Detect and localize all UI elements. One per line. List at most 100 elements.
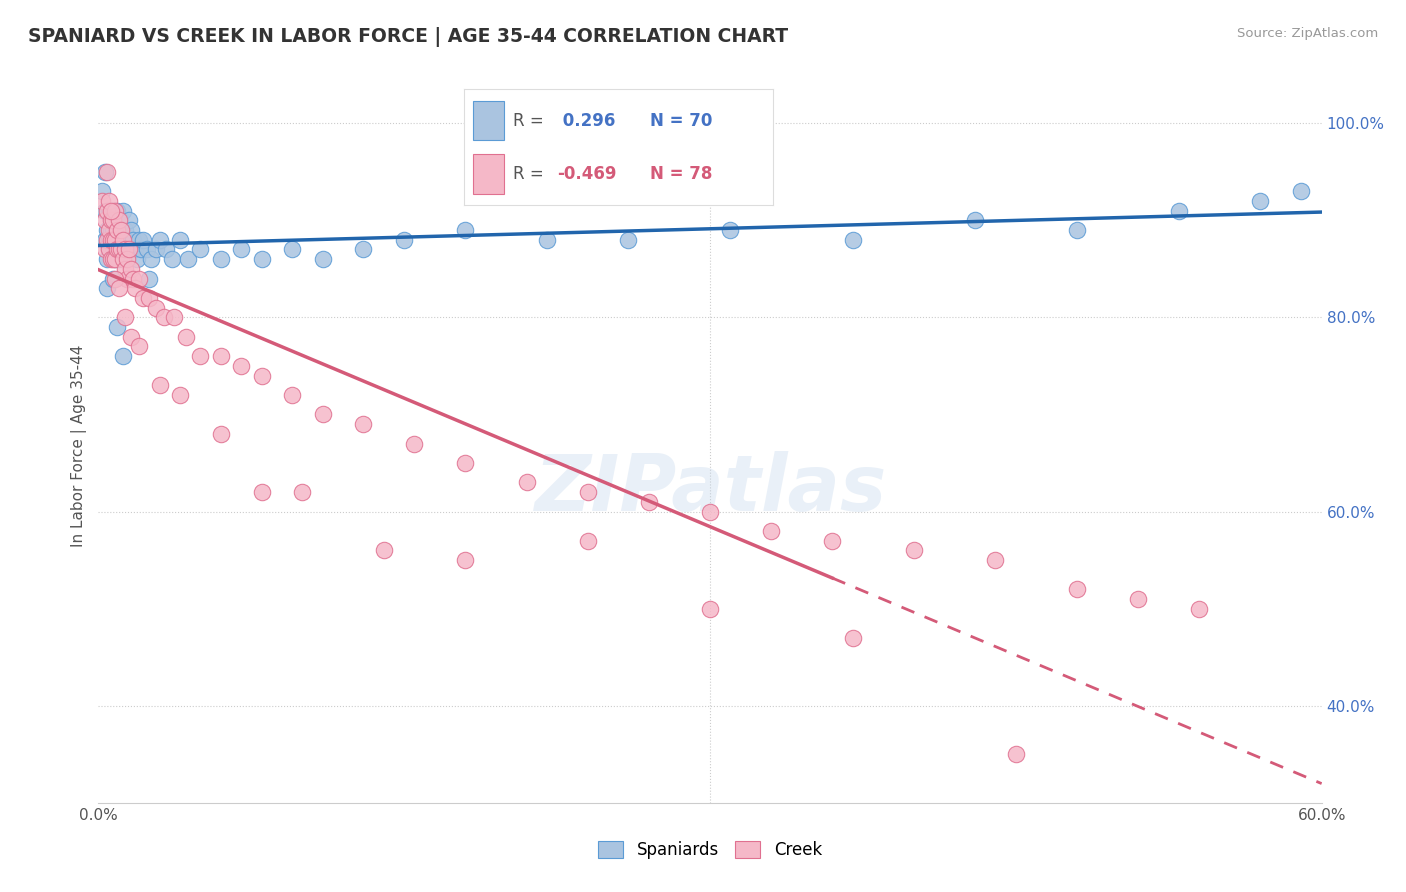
Point <box>169 233 191 247</box>
Point <box>454 553 477 567</box>
Point <box>101 213 124 227</box>
Point <box>100 223 122 237</box>
Point <box>373 543 395 558</box>
Point <box>281 243 304 257</box>
Text: ZIPatlas: ZIPatlas <box>534 450 886 527</box>
Point <box>132 291 155 305</box>
Text: SPANIARD VS CREEK IN LABOR FORCE | AGE 35-44 CORRELATION CHART: SPANIARD VS CREEK IN LABOR FORCE | AGE 3… <box>28 27 789 46</box>
Point <box>841 233 863 247</box>
Point <box>105 243 128 257</box>
Point <box>761 524 783 538</box>
Point <box>96 223 118 237</box>
Point <box>110 243 132 257</box>
Point <box>129 243 152 257</box>
Point <box>138 291 160 305</box>
Point <box>105 223 128 237</box>
Point <box>617 233 640 247</box>
Point <box>111 233 134 247</box>
Point <box>984 553 1007 567</box>
Point <box>101 223 124 237</box>
Point <box>100 213 122 227</box>
Point <box>188 243 212 257</box>
Point <box>1004 747 1026 762</box>
Point <box>101 243 124 257</box>
Point <box>108 213 131 227</box>
Point <box>174 330 197 344</box>
Point <box>91 184 114 198</box>
Point <box>1291 184 1313 198</box>
Point <box>132 233 155 247</box>
Point <box>155 243 177 257</box>
Point <box>115 252 138 266</box>
Point <box>576 485 599 500</box>
Point <box>111 233 134 247</box>
Point <box>152 310 174 325</box>
Point <box>97 203 120 218</box>
Point <box>110 223 132 237</box>
Text: -0.469: -0.469 <box>557 165 616 183</box>
Point <box>97 194 120 208</box>
Point <box>105 233 128 247</box>
Point <box>576 533 599 548</box>
Point <box>124 243 146 257</box>
Point <box>122 233 145 247</box>
Point <box>114 310 136 325</box>
Point <box>1128 591 1150 606</box>
Point <box>118 213 141 227</box>
Point <box>115 233 138 247</box>
Point <box>127 252 149 266</box>
Point <box>93 165 115 179</box>
Point <box>96 252 118 266</box>
Point <box>141 252 163 266</box>
Point <box>115 271 138 285</box>
Point <box>291 485 314 500</box>
Point <box>160 252 183 266</box>
Point <box>96 165 118 179</box>
Point <box>454 223 477 237</box>
Point <box>821 533 844 548</box>
Text: N = 78: N = 78 <box>650 165 711 183</box>
Point <box>100 213 122 227</box>
Point <box>101 271 124 285</box>
Point <box>104 252 127 266</box>
Point <box>699 504 721 518</box>
Point <box>841 631 863 645</box>
Point <box>1066 582 1088 597</box>
Point <box>104 252 127 266</box>
Point <box>128 339 150 353</box>
Text: R =: R = <box>513 165 544 183</box>
Point <box>97 243 120 257</box>
Point <box>104 271 127 285</box>
Point <box>111 349 134 363</box>
Point <box>105 320 128 334</box>
Point <box>281 388 304 402</box>
Point <box>120 330 142 344</box>
Point <box>145 301 167 315</box>
Point <box>699 601 721 615</box>
Point <box>122 271 145 285</box>
Point <box>145 243 167 257</box>
Point <box>124 281 146 295</box>
Point <box>108 243 131 257</box>
Point <box>965 213 987 227</box>
Point <box>104 233 127 247</box>
Point <box>720 223 742 237</box>
Point <box>97 223 120 237</box>
Point <box>1188 601 1211 615</box>
Point <box>110 243 132 257</box>
Point <box>404 436 426 450</box>
Point <box>209 426 232 441</box>
Point <box>93 213 115 227</box>
Point <box>101 233 124 247</box>
Point <box>516 475 538 490</box>
Point <box>100 252 122 266</box>
Point <box>312 408 335 422</box>
Point <box>104 203 127 218</box>
Point <box>100 233 122 247</box>
Point <box>231 243 253 257</box>
Text: 0.296: 0.296 <box>557 112 616 129</box>
Point <box>250 368 273 383</box>
Point <box>100 243 122 257</box>
Point <box>91 194 114 208</box>
Point <box>105 203 128 218</box>
